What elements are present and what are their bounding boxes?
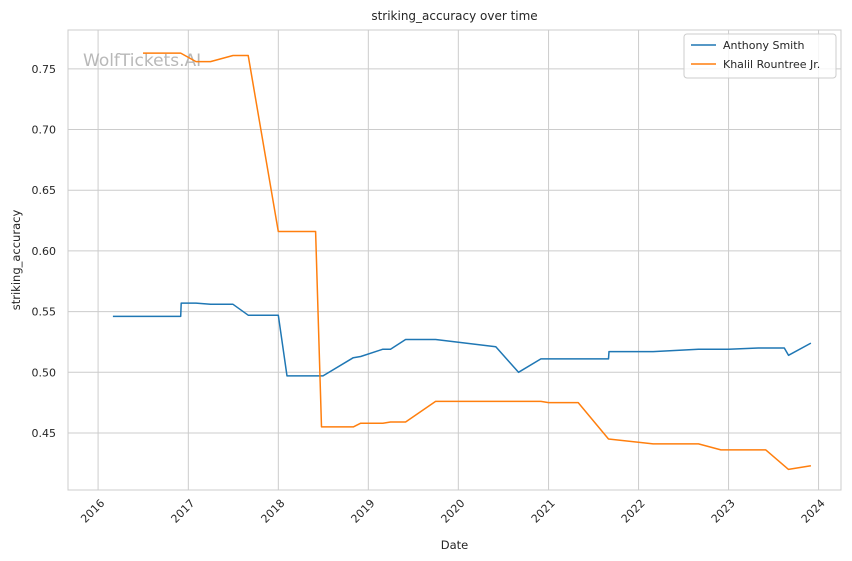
grid — [68, 30, 841, 490]
plot-frame — [67, 29, 842, 491]
watermark: WolfTickets.AI — [83, 51, 201, 71]
legend-label-anthony-smith: Anthony Smith — [723, 39, 805, 52]
series-line-anthony-smith — [112, 302, 812, 377]
y-tick-label: 0.60 — [32, 245, 57, 258]
y-tick-label: 0.55 — [32, 306, 57, 319]
y-tick-label: 0.70 — [32, 124, 57, 137]
chart-title: striking_accuracy over time — [371, 9, 537, 23]
y-tick-label: 0.65 — [32, 184, 57, 197]
y-axis-ticks: 0.45 0.50 0.55 0.60 0.65 0.70 0.75 — [32, 63, 57, 440]
y-tick-label: 0.75 — [32, 63, 57, 76]
series-line-khalil-rountree-jr — [143, 52, 812, 471]
y-tick-label: 0.50 — [32, 366, 57, 379]
series-lines — [112, 52, 812, 471]
y-axis-label: striking_accuracy — [9, 210, 23, 311]
legend: Anthony Smith Khalil Rountree Jr. — [683, 33, 837, 79]
x-axis-label: Date — [441, 538, 469, 552]
legend-label-khalil-rountree-jr: Khalil Rountree Jr. — [723, 58, 820, 71]
y-tick-label: 0.45 — [32, 427, 57, 440]
legend-box — [683, 33, 837, 79]
